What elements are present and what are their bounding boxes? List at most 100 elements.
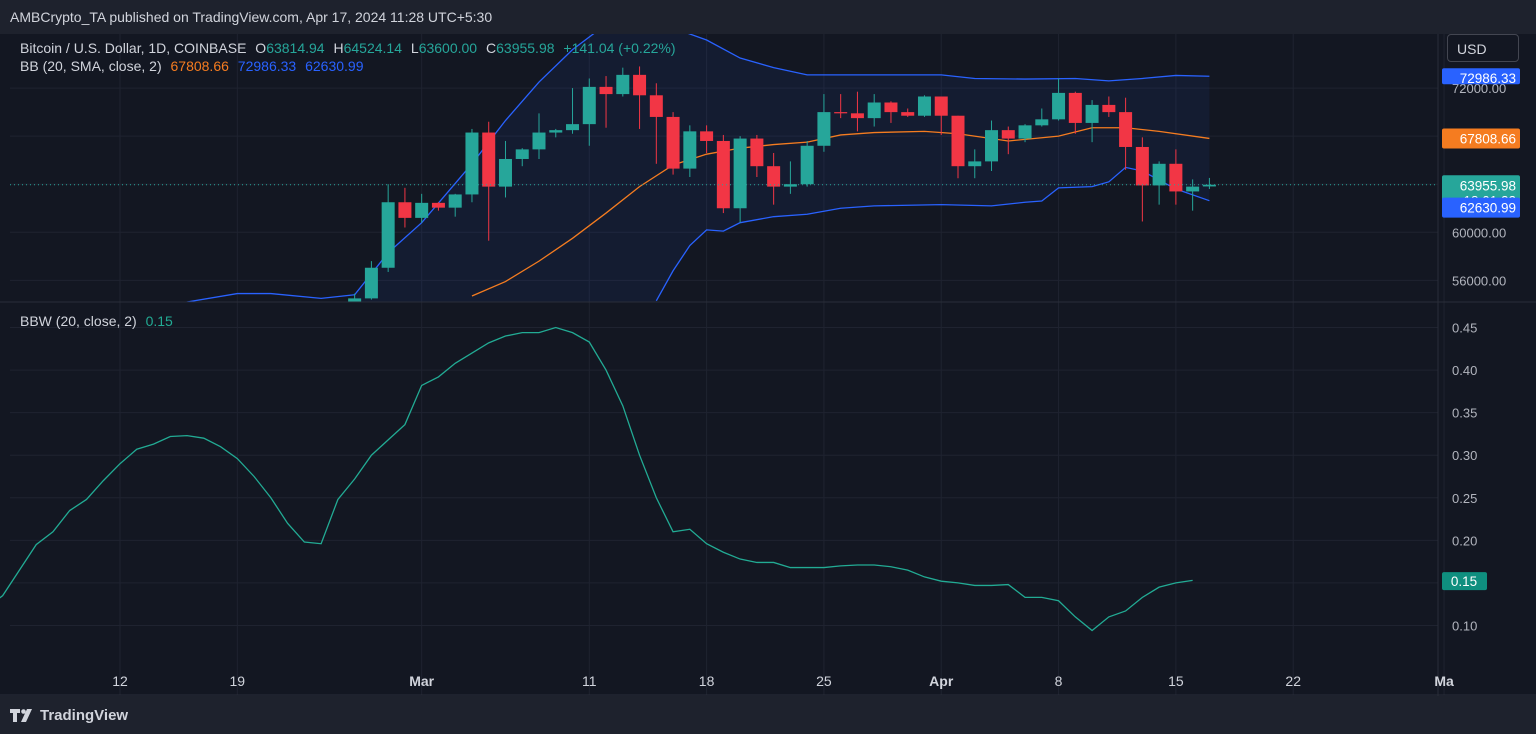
candle-body: [783, 184, 797, 187]
lower-band-price-badge: [1442, 197, 1520, 218]
candle-body: [750, 138, 764, 167]
time-tick-label: 19: [230, 673, 246, 689]
candle-body: [1186, 186, 1200, 192]
candle-body: [884, 102, 898, 113]
candle-body: [817, 112, 831, 146]
axes: [0, 34, 1536, 696]
bbw-tick-label: 0.45: [1452, 321, 1477, 336]
candle-body: [985, 130, 999, 162]
time-tick-label: 15: [1168, 673, 1184, 689]
time-tick-label: Mar: [409, 673, 434, 689]
time-tick-label: Apr: [929, 673, 954, 689]
candle-body: [1152, 163, 1166, 186]
open-value: 63814.94: [266, 40, 325, 56]
candle-body: [381, 202, 395, 268]
currency-button[interactable]: USD: [1447, 34, 1519, 62]
candle-body: [968, 161, 982, 167]
candle-body: [716, 140, 730, 209]
price-tick-label: 56000.00: [1452, 273, 1506, 288]
bbw-tick-label: 0.35: [1452, 406, 1477, 421]
candle-body: [1052, 92, 1066, 120]
time-tick-label: 12: [112, 673, 128, 689]
bbw-label: BBW (20, close, 2): [20, 313, 137, 329]
time-tick-label: 25: [816, 673, 832, 689]
footer-bar: [0, 696, 1536, 734]
candle-body: [1202, 184, 1216, 187]
candle-body: [1001, 130, 1015, 139]
candle-body: [934, 96, 948, 116]
bollinger-fill: [354, 34, 1210, 302]
candle-body: [1085, 104, 1099, 123]
tradingview-logo[interactable]: TradingView: [10, 707, 128, 724]
bb-legend: BB (20, SMA, close, 2) 67808.66 72986.33…: [20, 58, 364, 74]
close-label: C: [486, 40, 497, 56]
time-tick-label: 22: [1285, 673, 1301, 689]
bbw-grid: [10, 327, 1438, 626]
candle-body: [649, 95, 663, 117]
candle-body: [1102, 104, 1116, 113]
upper-band-price-text: 72986.33: [1460, 71, 1516, 86]
candle-body: [800, 145, 814, 185]
plot-background: [0, 34, 1536, 696]
basis-price-badge: [1442, 128, 1520, 149]
bb-upper-line: [185, 34, 1210, 302]
candle-body: [364, 267, 378, 299]
bbw-tick-label: 0.25: [1452, 491, 1477, 506]
lower-band-price-text: 62630.99: [1460, 201, 1516, 216]
bbw-line-group: [0, 326, 1193, 632]
candle-body: [901, 112, 915, 116]
low-value: 63600.00: [418, 40, 478, 56]
candle-body: [448, 194, 462, 208]
basis-price-text: 67808.66: [1460, 131, 1516, 146]
time-tick-label: 11: [582, 673, 597, 689]
candle-body: [398, 202, 412, 218]
bb-label: BB (20, SMA, close, 2): [20, 58, 162, 74]
time-tick-label: Ma: [1434, 673, 1454, 689]
low-label: L: [410, 40, 419, 56]
symbol-title: Bitcoin / U.S. Dollar, 1D, COINBASE: [20, 40, 247, 56]
time-tick-label: 18: [699, 673, 715, 689]
candle-body: [1035, 119, 1049, 126]
symbol-legend: Bitcoin / U.S. Dollar, 1D, COINBASE O638…: [20, 40, 676, 56]
publisher-bar: AMBCrypto_TA published on TradingView.co…: [0, 0, 1536, 34]
upper-band-price-badge: [1442, 68, 1520, 85]
open-label: O: [255, 40, 267, 56]
candle-body: [616, 74, 630, 95]
bbw-legend: BBW (20, close, 2) 0.15: [20, 313, 173, 329]
bb-lower-line: [655, 166, 1210, 302]
candle-body: [415, 202, 429, 218]
axis-labels: 56000.00 60000.00 72000.00 0.10 0.15 0.20 0.25…: [112, 68, 1520, 689]
high-value: 64524.14: [343, 40, 403, 56]
candle-body: [431, 202, 445, 208]
candle-body: [1119, 112, 1133, 147]
candle-body: [850, 113, 864, 119]
candle-body: [733, 138, 747, 209]
candle-body: [482, 132, 496, 187]
price-tick-label: 60000.00: [1452, 225, 1506, 240]
bbw-tick-label: 0.30: [1452, 448, 1477, 463]
candle-body: [1068, 92, 1082, 123]
candle-body: [1169, 163, 1183, 192]
candle-body: [917, 96, 931, 116]
bb-lower-value: 62630.99: [305, 58, 364, 74]
bbw-last-badge: [1442, 572, 1487, 591]
high-label: H: [333, 40, 344, 56]
candle-body: [1018, 125, 1032, 139]
change-value: +141.04 (+0.22%): [563, 40, 676, 56]
candle-body: [348, 298, 362, 302]
time-tick-label: 8: [1055, 673, 1063, 689]
bb-upper-value: 72986.33: [237, 58, 297, 74]
bbw-line: [0, 326, 1193, 632]
candle-body: [767, 166, 781, 187]
candle-body: [549, 130, 563, 133]
bbw-tick-label: 0.20: [1452, 533, 1477, 548]
candle-body: [633, 74, 647, 96]
bb-basis-value: 67808.66: [170, 58, 229, 74]
candle-body: [465, 132, 479, 195]
candle-body: [683, 131, 697, 169]
candle-body: [515, 149, 529, 159]
bbw-value: 0.15: [145, 313, 173, 329]
candle-body: [582, 86, 596, 125]
candle-body: [1135, 146, 1149, 186]
